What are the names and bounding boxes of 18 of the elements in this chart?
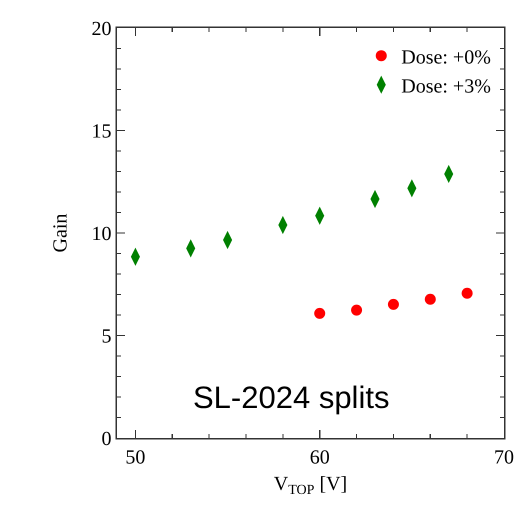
point — [388, 298, 399, 310]
y-tick-label: 5 — [102, 326, 112, 348]
y-tick-label: 10 — [92, 223, 112, 245]
y-axis-title: Gain — [50, 214, 72, 252]
legend-label: Dose: +3% — [401, 76, 491, 98]
point — [351, 304, 362, 316]
point — [314, 308, 326, 319]
annotation: SL-2024 splits — [193, 380, 390, 415]
y-tick-label: 15 — [92, 120, 112, 142]
x-axis-title: V$_{TOP}$ [V] — [274, 472, 348, 498]
point — [462, 288, 473, 299]
point — [424, 294, 436, 305]
x-tick-label: 50 — [125, 446, 146, 468]
x-tick-label: 70 — [494, 446, 514, 468]
y-tick-label: 0 — [102, 428, 112, 450]
y-tick-label: 20 — [92, 18, 112, 40]
x-tick-label: 60 — [310, 446, 330, 468]
legend-label: Dose: +0% — [401, 46, 491, 68]
